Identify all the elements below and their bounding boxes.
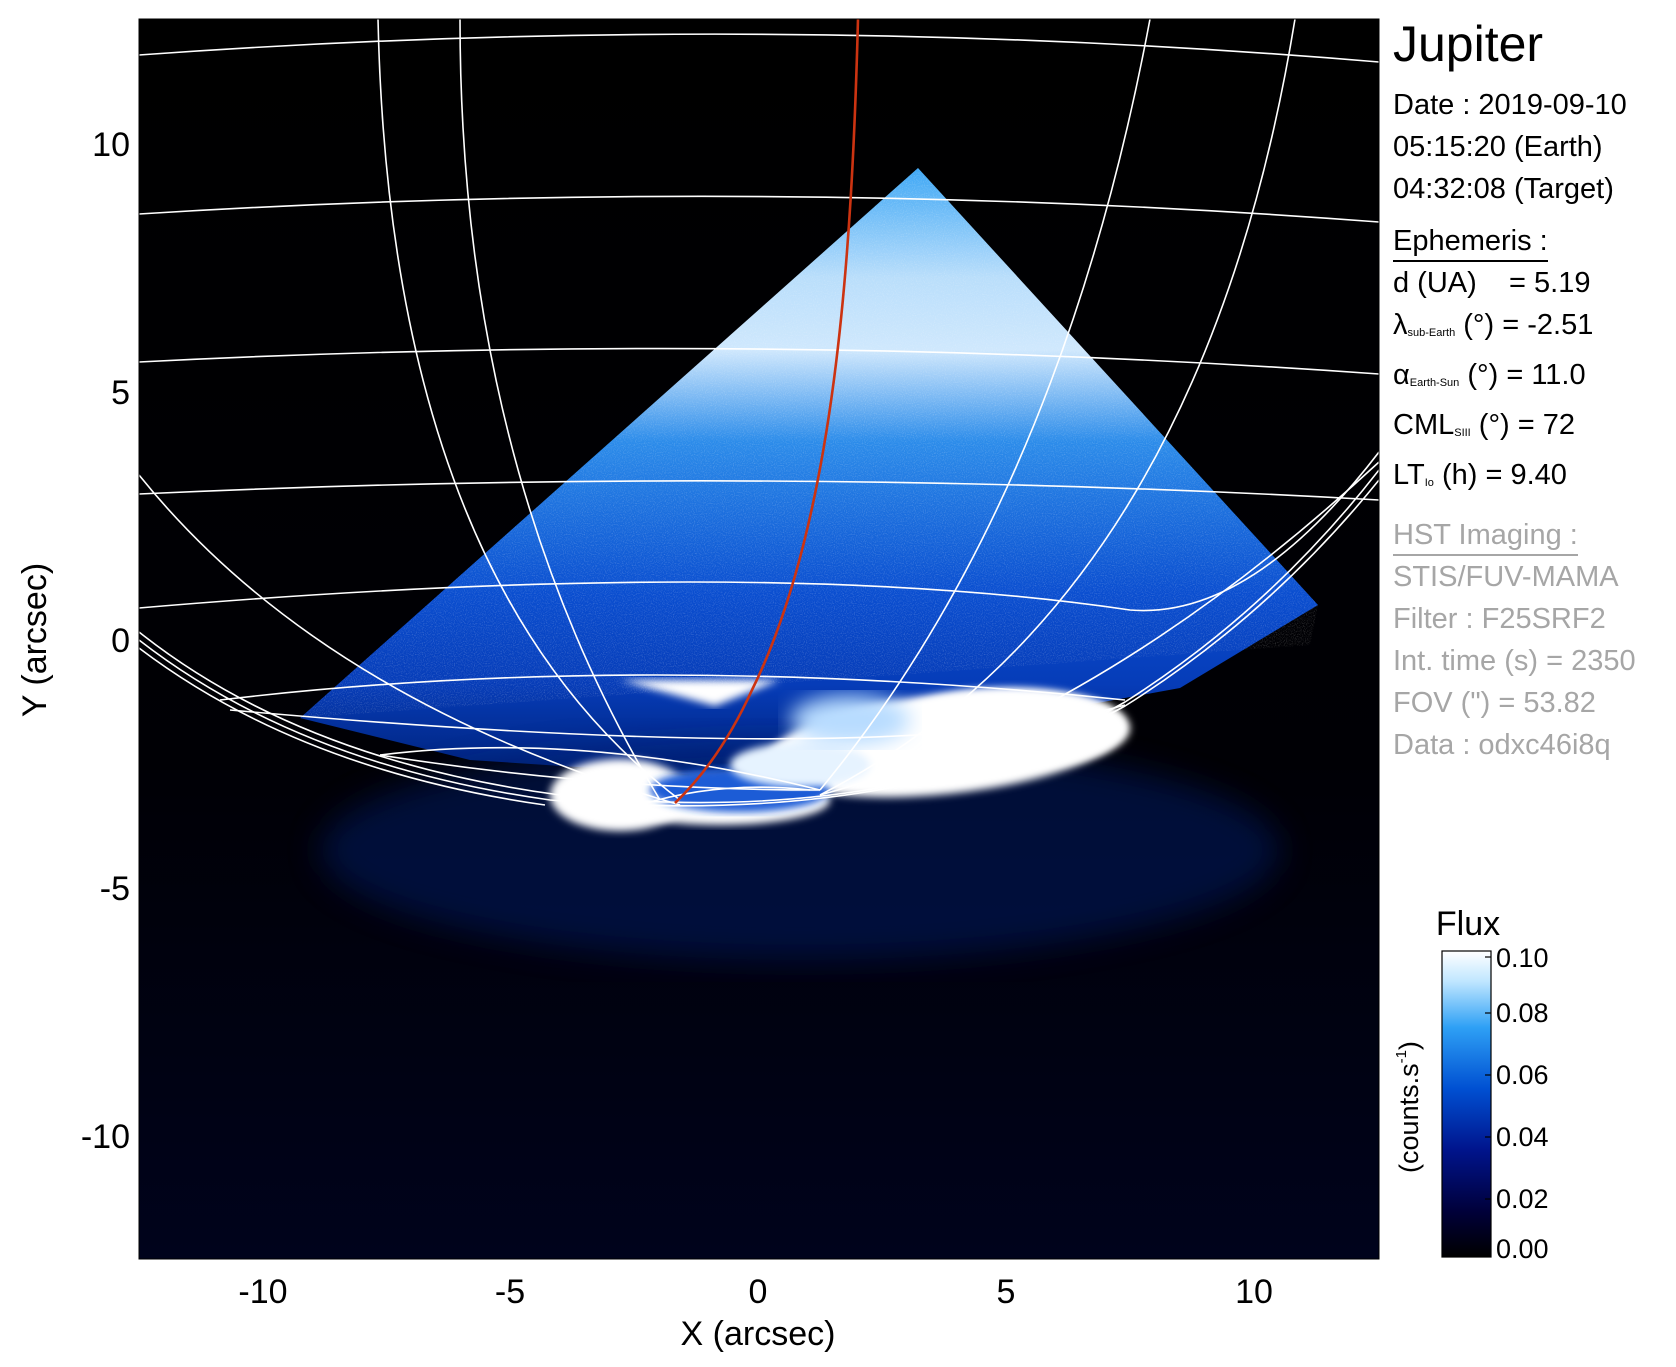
y-tick-label: 10 <box>92 126 130 164</box>
hst-data-id: Data : odxc46i8q <box>1393 729 1611 761</box>
eph-cml: CMLSIII (°) = 72 <box>1393 409 1576 441</box>
y-tick-label: 5 <box>111 374 130 412</box>
colorbar-unit-label: (counts.s-1) <box>1393 1041 1424 1173</box>
eph-distance: d (UA) = 5.19 <box>1393 267 1591 299</box>
x-tick-label: 10 <box>1235 1273 1273 1311</box>
x-tick-label: 5 <box>997 1273 1016 1311</box>
y-axis-label: Y (arcsec) <box>16 563 54 717</box>
target-title: Jupiter <box>1393 16 1544 72</box>
plot-frame <box>138 18 1380 1260</box>
colorbar-tick-label: 0.00 <box>1496 1234 1549 1264</box>
ephemeris-header: Ephemeris : <box>1393 222 1548 262</box>
colorbar-tick-label: 0.04 <box>1496 1122 1549 1152</box>
y-tick-label: -10 <box>81 1118 130 1156</box>
hst-filter: Filter : F25SRF2 <box>1393 603 1606 635</box>
hst-header: HST Imaging : <box>1393 516 1578 556</box>
colorbar-tick-label: 0.08 <box>1496 998 1549 1028</box>
eph-lambda: λsub-Earth (°) = -2.51 <box>1393 309 1594 341</box>
y-tick-label: 0 <box>111 622 130 660</box>
colorbar-tick-label: 0.10 <box>1496 943 1549 973</box>
x-tick-label: -10 <box>238 1273 287 1311</box>
hst-instrument: STIS/FUV-MAMA <box>1393 561 1619 593</box>
y-tick-label: -5 <box>100 870 130 908</box>
hst-int-time: Int. time (s) = 2350 <box>1393 645 1636 677</box>
x-tick-label: -5 <box>495 1273 525 1311</box>
eph-lt: LTIo (h) = 9.40 <box>1393 459 1567 491</box>
io-footprint-trace <box>674 19 860 804</box>
eph-alpha: αEarth-Sun (°) = 11.0 <box>1393 359 1586 391</box>
auroral-emission <box>550 680 1130 831</box>
date-line: Date : 2019-09-10 <box>1393 89 1627 121</box>
time-target: 04:32:08 (Target) <box>1393 173 1614 205</box>
x-tick-label: 0 <box>749 1273 768 1311</box>
colorbar-ticks <box>1485 956 1491 1200</box>
colorbar: Flux 0.10 0.08 0.06 0.04 0.02 0.00 (coun… <box>1393 905 1549 1264</box>
colorbar-tick-label: 0.06 <box>1496 1060 1549 1090</box>
info-panel: Jupiter Date : 2019-09-10 05:15:20 (Eart… <box>1393 14 1673 766</box>
y-tick-labels: 10 5 0 -5 -10 <box>81 126 130 1156</box>
x-tick-labels: -10 -5 0 5 10 <box>238 1273 1272 1311</box>
colorbar-scale <box>1441 950 1492 1258</box>
time-earth: 05:15:20 (Earth) <box>1393 131 1603 163</box>
colorbar-title: Flux <box>1436 905 1500 943</box>
lat-lon-grid <box>139 19 1379 807</box>
hst-fov: FOV (") = 53.82 <box>1393 687 1596 719</box>
x-axis-label: X (arcsec) <box>681 1315 836 1353</box>
colorbar-tick-label: 0.02 <box>1496 1184 1549 1214</box>
